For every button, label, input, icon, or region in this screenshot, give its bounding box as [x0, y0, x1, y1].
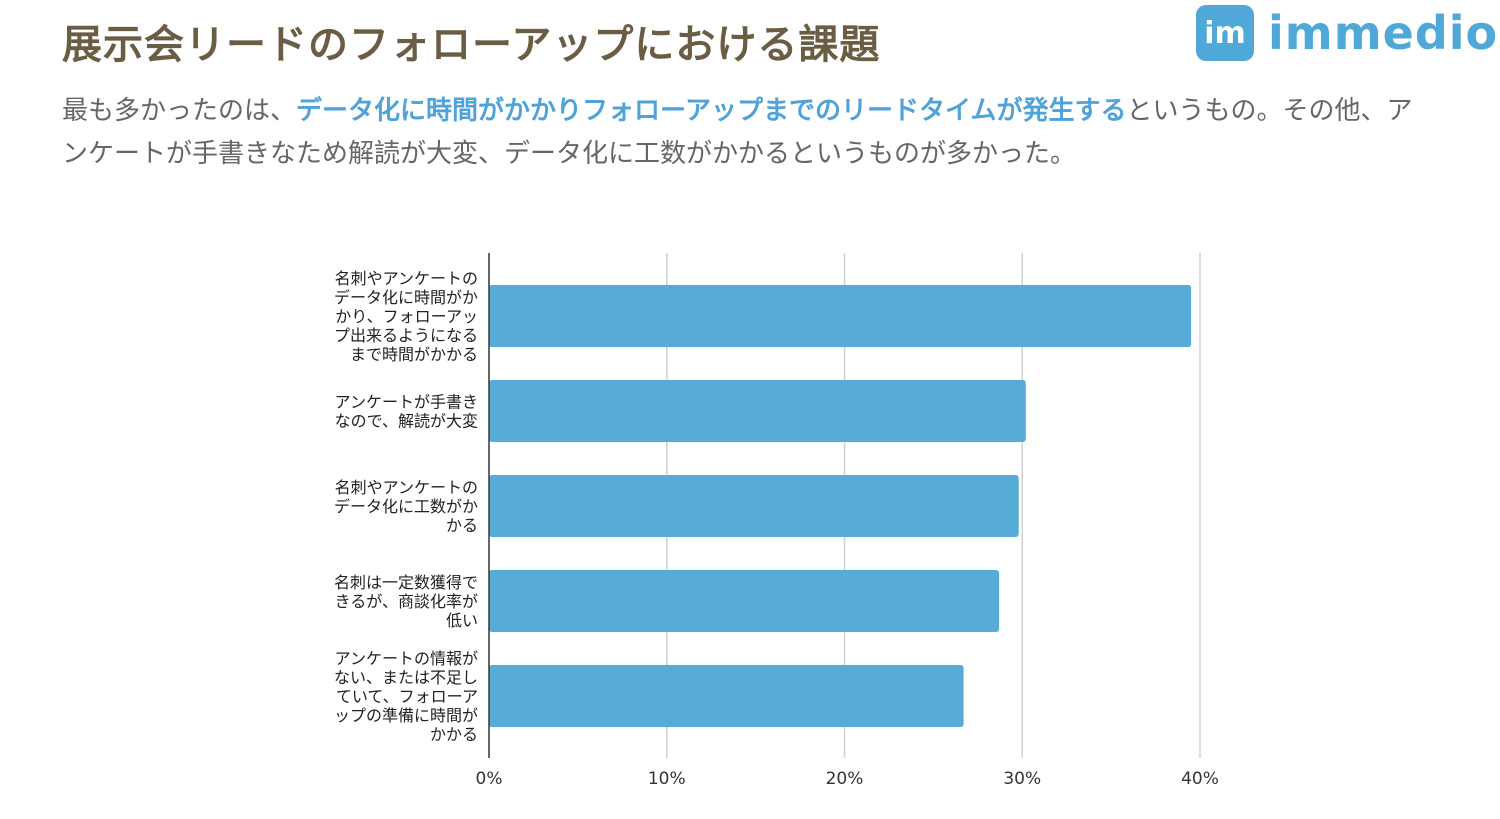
- category-label: アンケートの情報が: [335, 649, 478, 668]
- x-tick-label: 40%: [1181, 769, 1219, 789]
- description-before: 最も多かったのは、: [62, 96, 297, 126]
- page-title: 展示会リードのフォローアップにおける課題: [62, 22, 881, 68]
- category-label: アンケートが手書き: [335, 393, 478, 412]
- logo-text: immedio: [1268, 6, 1499, 60]
- category-label: 名刺やアンケートの: [335, 478, 478, 497]
- x-tick-label: 10%: [648, 769, 686, 789]
- bar: [489, 475, 1019, 537]
- category-label: 低い: [446, 611, 478, 630]
- description-after: というもの。その他、アンケートが手書きなため解読が大変、データ化に工数がかかると…: [62, 96, 1413, 169]
- x-tick-label: 20%: [826, 769, 864, 789]
- x-tick-label: 30%: [1003, 769, 1041, 789]
- category-label: ない、または不足し: [334, 668, 478, 687]
- category-label: ップの準備に時間が: [334, 706, 478, 725]
- bar: [489, 665, 964, 727]
- bar: [489, 380, 1026, 442]
- category-label: ていて、フォローア: [336, 687, 478, 706]
- description: 最も多かったのは、データ化に時間がかかりフォローアップまでのリードタイムが発生す…: [62, 90, 1422, 176]
- category-label: かかる: [430, 725, 478, 744]
- category-label: かる: [446, 516, 478, 535]
- category-label: 名刺やアンケートの: [335, 269, 478, 288]
- bar: [489, 570, 1000, 632]
- category-label: なので、解読が大変: [335, 412, 478, 431]
- category-label: データ化に時間がか: [334, 288, 478, 307]
- category-label: きるが、商談化率が: [335, 592, 478, 611]
- bar: [489, 285, 1192, 347]
- category-label: まで時間がかかる: [350, 345, 478, 364]
- category-label: データ化に工数がか: [334, 497, 478, 516]
- immedio-logo: im immedio: [1196, 5, 1498, 61]
- description-highlight: データ化に時間がかかりフォローアップまでのリードタイムが発生する: [296, 96, 1127, 126]
- logo-mark: im: [1196, 5, 1254, 61]
- category-label: プ出来るようになる: [334, 326, 478, 345]
- category-label: かり、フォローアッ: [335, 307, 478, 326]
- x-tick-label: 0%: [476, 769, 503, 789]
- category-label: 名刺は一定数獲得で: [334, 573, 478, 592]
